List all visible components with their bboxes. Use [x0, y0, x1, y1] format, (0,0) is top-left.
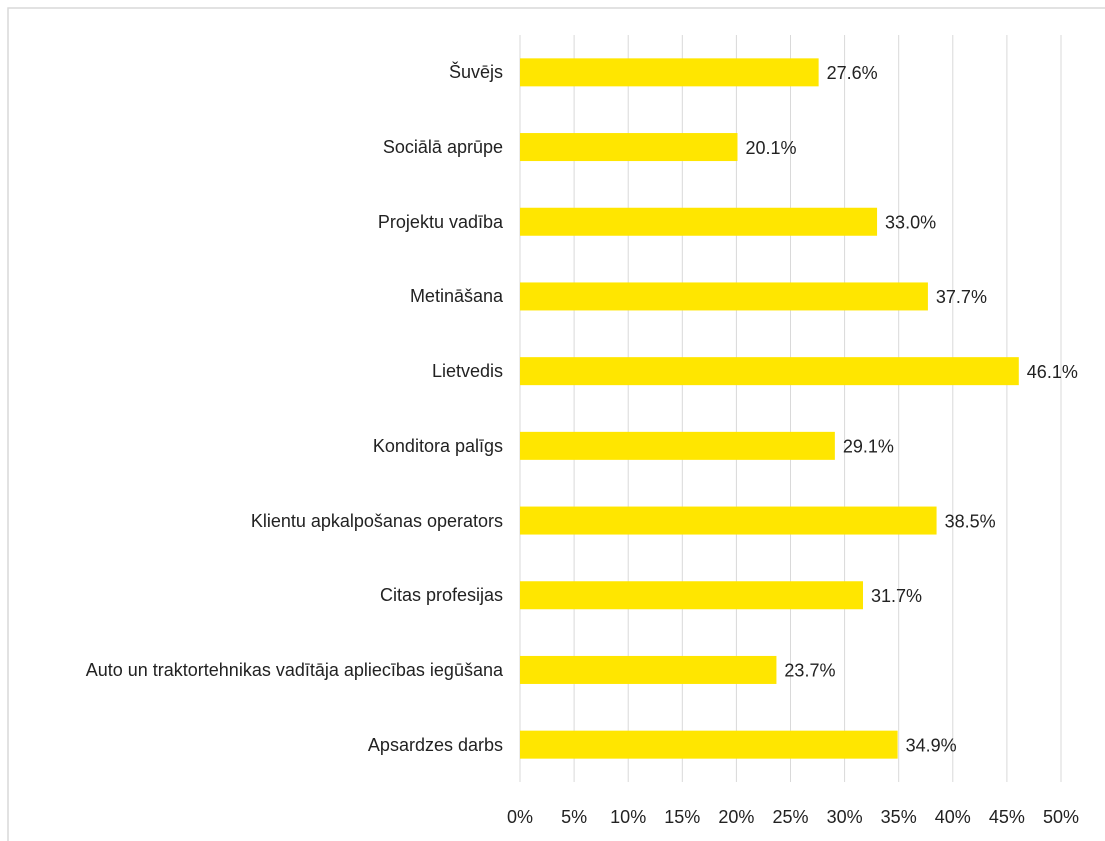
y-tick-label-box: Auto un traktortehnikas vadītāja apliecī…: [10, 640, 503, 700]
y-tick-label-box: Šuvējs: [10, 42, 503, 102]
data-label: 23.7%: [784, 661, 835, 681]
y-tick-label-box: Apsardzes darbs: [10, 715, 503, 775]
bar: [520, 207, 878, 236]
chart-frame: [7, 7, 1105, 841]
data-label: 27.6%: [827, 63, 878, 83]
x-tick-label: 0%: [507, 807, 533, 827]
data-label: 29.1%: [843, 437, 894, 457]
y-tick-label-box: Konditora palīgs: [10, 416, 503, 476]
bar: [520, 282, 928, 311]
x-tick-label: 45%: [989, 807, 1025, 827]
x-tick-label: 40%: [935, 807, 971, 827]
y-tick-label: Lietvedis: [431, 361, 503, 382]
y-tick-label-box: Klientu apkalpošanas operators: [10, 491, 503, 551]
x-tick-label: 25%: [772, 807, 808, 827]
y-tick-label: Konditora palīgs: [372, 435, 503, 456]
y-tick-label: Apsardzes darbs: [367, 734, 503, 755]
y-tick-label: Klientu apkalpošanas operators: [250, 510, 503, 531]
data-label: 31.7%: [871, 586, 922, 606]
y-tick-label: Metināšana: [409, 286, 503, 307]
bar: [520, 357, 1019, 386]
bar: [520, 730, 898, 759]
bar: [520, 581, 863, 610]
data-label: 38.5%: [945, 511, 996, 531]
data-label: 46.1%: [1027, 362, 1078, 382]
y-tick-label-box: Projektu vadība: [10, 192, 503, 252]
bar: [520, 58, 819, 87]
y-tick-label-box: Citas profesijas: [10, 565, 503, 625]
y-tick-label: Citas profesijas: [379, 585, 503, 606]
x-tick-label: 50%: [1043, 807, 1079, 827]
y-tick-label: Šuvējs: [448, 62, 503, 83]
bar: [520, 133, 738, 162]
x-tick-label: 15%: [664, 807, 700, 827]
x-tick-label: 30%: [827, 807, 863, 827]
data-label: 33.0%: [885, 213, 936, 233]
y-tick-label-box: Sociālā aprūpe: [10, 117, 503, 177]
bar: [520, 506, 937, 535]
x-tick-label: 10%: [610, 807, 646, 827]
y-tick-label: Auto un traktortehnikas vadītāja apliecī…: [85, 659, 503, 680]
bar: [520, 431, 835, 460]
data-label: 20.1%: [745, 138, 796, 158]
x-tick-label: 35%: [881, 807, 917, 827]
y-tick-label: Projektu vadība: [377, 211, 503, 232]
y-tick-label: Sociālā aprūpe: [382, 137, 503, 158]
data-label: 34.9%: [906, 735, 957, 755]
data-label: 37.7%: [936, 287, 987, 307]
x-tick-label: 5%: [561, 807, 587, 827]
x-tick-label: 20%: [718, 807, 754, 827]
y-tick-label-box: Metināšana: [10, 266, 503, 326]
bar: [520, 655, 777, 684]
y-tick-label-box: Lietvedis: [10, 341, 503, 401]
